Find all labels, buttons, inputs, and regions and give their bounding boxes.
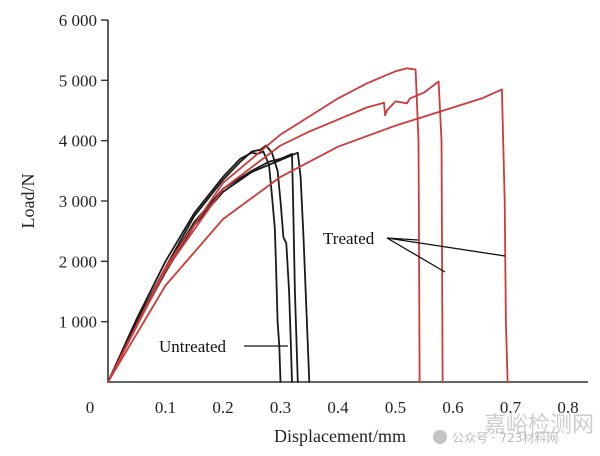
x-tick-label: 0.1: [155, 398, 176, 417]
y-tick-label: 2 000: [59, 252, 97, 271]
y-tick-label: 4 000: [59, 132, 97, 151]
x-tick-label: 0.3: [270, 398, 291, 417]
series-line-treated-6: [107, 80, 444, 383]
series-line-untreated-1: [107, 144, 293, 383]
tick-labels: 1 000 2 000 3 000 4 000 5 000 6 000 0 0.1 0.2 0.3…: [59, 11, 579, 417]
treated-leader-line-3: [386, 237, 506, 257]
x-tick-label: 0.2: [212, 398, 233, 417]
axes: [107, 20, 588, 383]
x-tick-label: 0.4: [327, 398, 349, 417]
y-axis-title: Load/N: [18, 174, 38, 229]
watermark-site-text: 公众号 · 723材料网: [452, 431, 558, 445]
watermark: 公众号 · 723材料网 嘉峪检测网: [433, 413, 594, 445]
treated-leader-line-2: [386, 237, 446, 273]
x-tick-label: 0: [86, 398, 95, 417]
series-line-treated-7: [107, 88, 509, 383]
series-group: [107, 67, 509, 383]
series-line-treated-5: [107, 67, 421, 383]
x-tick-label: 0.7: [500, 398, 522, 417]
annotation-treated: Treated: [323, 229, 375, 248]
x-axis-title: Displacement/mm: [274, 426, 406, 446]
x-tick-label: 0.8: [557, 398, 578, 417]
x-tick-label: 0.6: [442, 398, 463, 417]
watermark-logo-icon: [433, 430, 447, 444]
annotation-untreated: Untreated: [159, 337, 227, 356]
tick-marks: [101, 19, 108, 323]
x-tick-label: 0.5: [385, 398, 406, 417]
annotation-leaders: [244, 237, 506, 347]
y-tick-label: 6 000: [59, 11, 97, 30]
watermark-brand-text: 嘉峪检测网: [484, 413, 594, 438]
series-line-untreated-2: [107, 150, 282, 383]
y-tick-label: 1 000: [59, 313, 97, 332]
y-tick-label: 5 000: [59, 71, 97, 90]
y-tick-label: 3 000: [59, 192, 97, 211]
